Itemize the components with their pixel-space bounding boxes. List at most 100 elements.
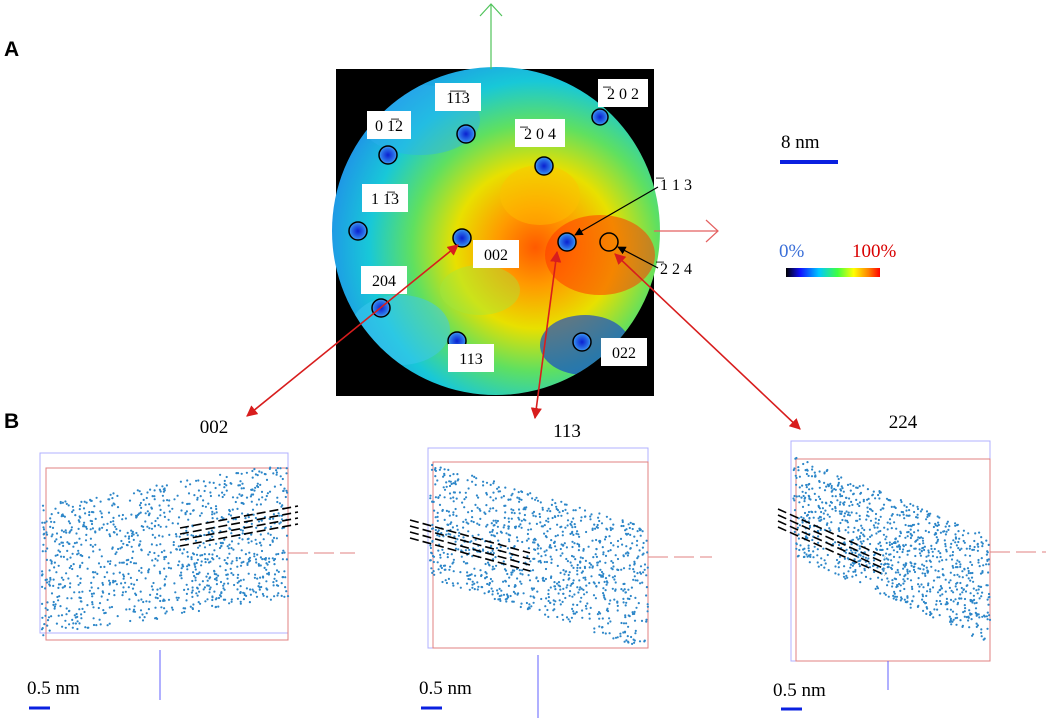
atom-point bbox=[798, 548, 801, 552]
atom-point bbox=[916, 605, 920, 609]
atom-point bbox=[474, 503, 477, 506]
atom-point bbox=[886, 521, 889, 524]
atom-point bbox=[885, 541, 888, 545]
atom-point bbox=[441, 508, 444, 512]
atom-point bbox=[491, 530, 494, 533]
atom-point bbox=[229, 514, 233, 517]
atom-point bbox=[158, 504, 161, 507]
atom-point bbox=[603, 596, 606, 599]
atom-point bbox=[901, 550, 904, 554]
atom-point bbox=[823, 517, 826, 520]
atom-point bbox=[600, 522, 604, 525]
atom-point bbox=[931, 550, 934, 553]
atom-point bbox=[196, 558, 199, 561]
atom-point bbox=[261, 592, 264, 596]
atom-point bbox=[837, 477, 840, 481]
atom-point bbox=[506, 593, 509, 596]
atom-point bbox=[518, 512, 521, 515]
atom-point bbox=[858, 514, 861, 518]
atom-point bbox=[845, 574, 848, 578]
atom-point bbox=[256, 577, 259, 580]
atom-point bbox=[158, 488, 161, 491]
atom-point bbox=[510, 508, 513, 511]
atom-point bbox=[886, 528, 889, 531]
atom-point bbox=[877, 522, 880, 525]
atom-point bbox=[122, 542, 125, 545]
colorbar-max-label: 100% bbox=[852, 241, 897, 262]
atom-point bbox=[978, 616, 981, 619]
atom-point bbox=[827, 484, 831, 487]
atom-point bbox=[478, 523, 481, 527]
atom-point bbox=[215, 579, 218, 582]
atom-point bbox=[626, 635, 629, 638]
atom-point bbox=[972, 548, 976, 551]
atom-point bbox=[934, 524, 937, 527]
atom-point bbox=[874, 517, 877, 520]
atom-point bbox=[953, 574, 956, 577]
atom-point bbox=[97, 587, 100, 590]
atom-point bbox=[201, 504, 204, 508]
atom-point bbox=[513, 511, 516, 515]
atom-point bbox=[41, 570, 44, 573]
atom-point bbox=[275, 579, 278, 583]
atom-point bbox=[53, 605, 57, 608]
atom-point bbox=[219, 541, 222, 545]
atom-point bbox=[548, 545, 551, 548]
atom-point bbox=[622, 567, 626, 570]
atom-point bbox=[949, 608, 953, 611]
atom-point bbox=[842, 572, 846, 575]
atom-point bbox=[45, 520, 48, 523]
atom-point bbox=[268, 490, 272, 493]
atom-point bbox=[860, 571, 863, 574]
atom-point bbox=[633, 535, 636, 538]
atom-point bbox=[580, 587, 583, 590]
atom-point bbox=[159, 514, 162, 517]
atom-point bbox=[544, 605, 547, 608]
atom-point bbox=[553, 541, 556, 544]
atom-point bbox=[489, 496, 492, 499]
atom-point bbox=[257, 585, 260, 588]
atom-point bbox=[513, 545, 516, 549]
atom-point bbox=[487, 590, 490, 594]
atom-point bbox=[496, 589, 499, 592]
atom-point bbox=[912, 595, 915, 598]
atom-point bbox=[209, 494, 212, 498]
atom-point bbox=[193, 563, 196, 566]
atom-point bbox=[189, 605, 192, 608]
atom-point bbox=[981, 571, 984, 574]
atom-point bbox=[944, 578, 947, 581]
atom-point bbox=[585, 591, 588, 594]
atom-point bbox=[872, 559, 876, 562]
atom-point bbox=[121, 561, 124, 564]
atom-point bbox=[230, 540, 234, 543]
atom-point bbox=[44, 614, 47, 617]
atom-point bbox=[82, 507, 86, 510]
atom-point bbox=[49, 576, 52, 580]
atom-point bbox=[938, 614, 941, 617]
atom-point bbox=[592, 556, 595, 559]
atom-point bbox=[236, 597, 239, 600]
atom-point bbox=[949, 579, 952, 582]
atom-point bbox=[77, 583, 80, 586]
atom-point bbox=[480, 574, 483, 578]
atom-point bbox=[267, 573, 270, 576]
atom-point bbox=[235, 556, 238, 560]
atom-point bbox=[198, 571, 201, 574]
atom-point bbox=[549, 601, 552, 605]
atom-point bbox=[68, 522, 72, 525]
atom-point bbox=[527, 528, 530, 531]
atom-point bbox=[241, 532, 244, 535]
atom-point bbox=[538, 608, 541, 612]
atom-point bbox=[456, 473, 459, 476]
atom-point bbox=[239, 585, 242, 588]
atom-point bbox=[923, 545, 927, 548]
atom-point bbox=[208, 591, 211, 594]
atom-point bbox=[507, 520, 511, 523]
atom-point bbox=[565, 616, 569, 619]
atom-point bbox=[181, 552, 184, 555]
atom-cloud-224 bbox=[792, 456, 992, 641]
atom-point bbox=[430, 468, 434, 471]
atom-point bbox=[128, 535, 131, 538]
atom-point bbox=[862, 498, 865, 501]
atom-point bbox=[86, 626, 89, 629]
